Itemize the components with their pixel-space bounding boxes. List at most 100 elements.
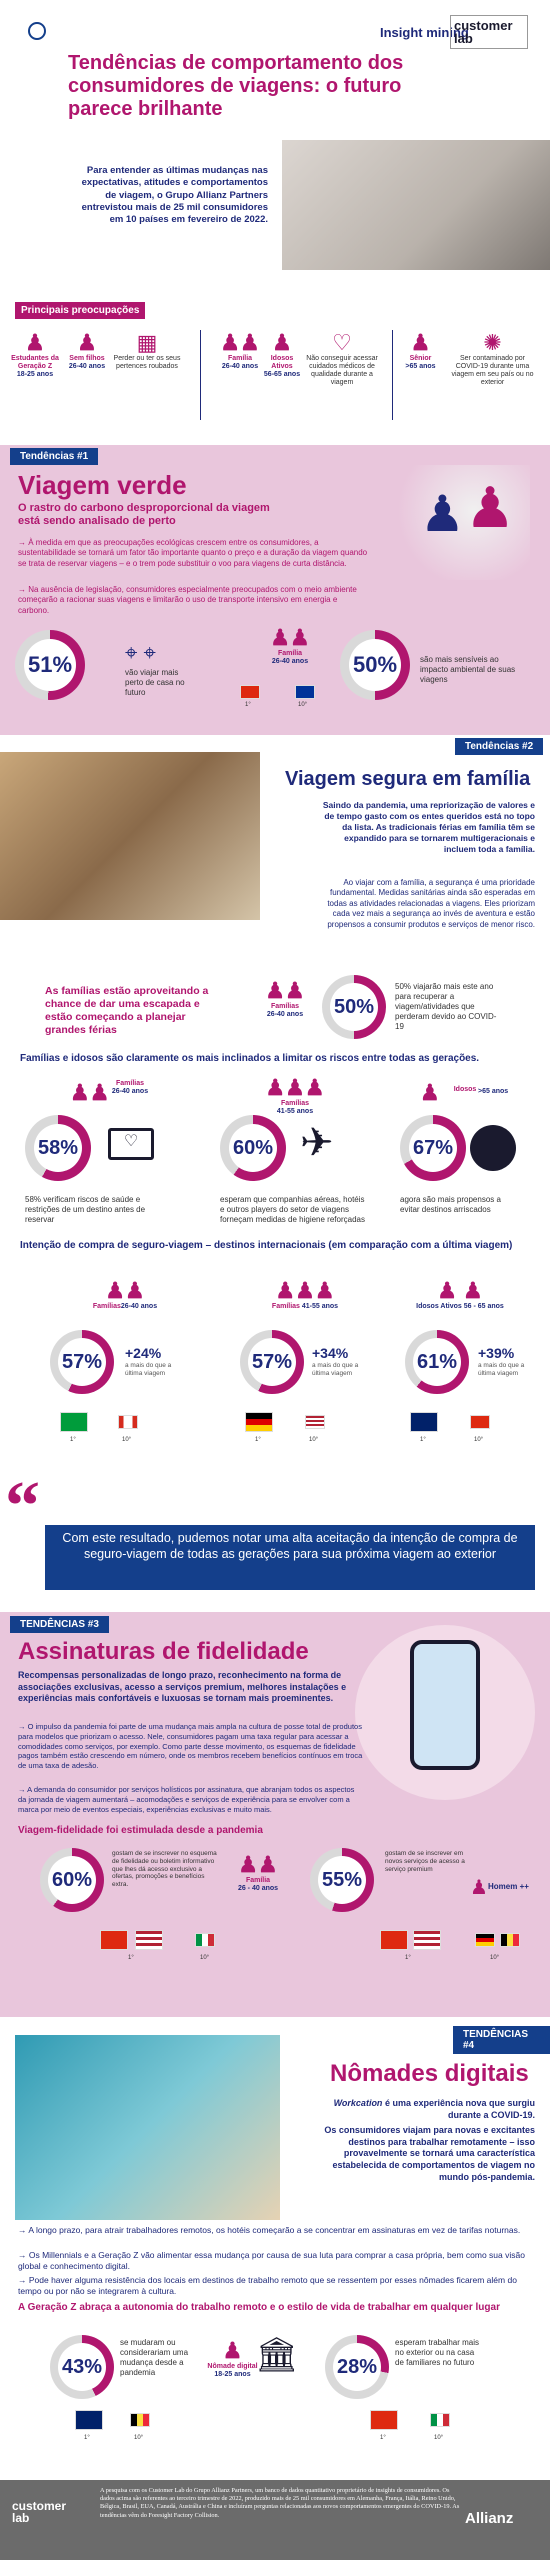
trend1-family: ♟♟ Família 26-40 anos <box>270 625 310 666</box>
trend4-paragraph-2: Os consumidores viajam para novas e exci… <box>324 2125 535 2182</box>
concerns-label: Principais preocupações <box>15 302 146 319</box>
flag-belgium <box>130 2413 150 2427</box>
flag-usa <box>413 1930 441 1950</box>
stat-ring: 61% <box>405 1330 469 1394</box>
flag-eu <box>295 685 315 699</box>
trend1-lead: O rastro do carbono desproporcional da v… <box>18 502 270 528</box>
globe-icon <box>470 1125 516 1171</box>
stat-text: gostam de se inscrever em novos serviços… <box>385 1850 465 1873</box>
city-landmarks-icon: 🏛 <box>255 2336 299 2374</box>
location-icon: ⌖ ⌖ <box>125 640 156 665</box>
family-icon: ♟♟ <box>70 1080 110 1105</box>
airport-icon: ✈ <box>300 1121 334 1165</box>
rank-10: 10° <box>298 702 308 708</box>
men-label: Homem ++ <box>488 1882 529 1891</box>
flag-italy <box>195 1933 215 1947</box>
trend4-nomad: ♟ Nômade digital 18-25 anos <box>207 2338 258 2379</box>
flag-brazil <box>60 1412 88 1432</box>
stat-ring: 55% <box>310 1848 374 1912</box>
page-title: Tendências de comportamento dos consumid… <box>68 52 404 120</box>
flag-canada <box>118 1415 138 1429</box>
phone-illustration <box>355 1625 535 1800</box>
stat-ring: 50% <box>340 630 410 700</box>
delta-note: a mais do que a última viagem <box>312 1362 359 1377</box>
delta: +39% <box>478 1345 515 1361</box>
trend1-title: Viagem verde <box>18 470 187 500</box>
stat-ring: 51% <box>15 630 85 700</box>
trend3-family: ♟♟ Família 26 - 40 anos <box>237 1852 279 1893</box>
trend3-paragraph-1: → O impulso da pandemia foi parte de uma… <box>18 1722 363 1770</box>
stat-text: esperam que companhias aéreas, hotéis e … <box>220 1195 365 1224</box>
ring-hole <box>330 983 378 1031</box>
person-icon: ♟ <box>77 330 97 355</box>
trend3-title: Assinaturas de fidelidade <box>18 1638 309 1665</box>
rank-10: 10° <box>200 1955 210 1961</box>
trend4-nomad-photo <box>15 2035 280 2220</box>
rank-10: 10° <box>122 1437 132 1443</box>
trend3-paragraph-2: → A demanda do consumidor por serviços h… <box>18 1785 355 1814</box>
person-icon: ♟ <box>222 2338 243 2363</box>
trend4-bullet-2: → Os Millennials e a Geração Z vão alime… <box>18 2250 525 2272</box>
flag-usa <box>135 1930 163 1950</box>
g1-label: ♟♟ Famílias 26-40 anos <box>70 1080 149 1105</box>
allianz-logo-icon <box>28 22 46 40</box>
brand-insight-mining: Insight mining <box>380 25 469 40</box>
family-icon: ♟♟ <box>238 1852 278 1877</box>
concern-family: ♟♟ Família 26-40 anos <box>220 330 260 371</box>
customer-lab-logo: customer lab <box>450 15 528 49</box>
trend4-tag: TENDÊNCIAS #4 <box>453 2026 550 2054</box>
flag-china <box>100 1930 128 1950</box>
limit-title: Famílias e idosos são claramente os mais… <box>20 1053 480 1064</box>
stat-ring: 58% <box>25 1115 91 1181</box>
flag-germany <box>475 1933 495 1947</box>
trend1-hikers-image: ♟ ♟ <box>390 465 530 580</box>
trend2-lead: As famílias estão aproveitando a chance … <box>45 985 209 1037</box>
stat-text: esperam trabalhar mais no exterior ou na… <box>395 2338 480 2367</box>
delta-note: a mais do que a última viagem <box>125 1362 172 1377</box>
rank-10: 10° <box>490 1955 500 1961</box>
rank-1: 1° <box>128 1955 134 1961</box>
rank-1: 1° <box>380 2435 386 2441</box>
workcation-text: Workcation <box>333 2098 383 2108</box>
flag-china <box>240 685 260 699</box>
person-cane-icon: ♟ <box>410 330 431 355</box>
stat-ring: 60% <box>40 1848 104 1912</box>
stat-ring: 57% <box>240 1330 304 1394</box>
g2-label: ♟♟♟ Famílias 41-55 anos <box>265 1075 325 1116</box>
man-icon: ♟ <box>470 1877 488 1899</box>
concern-covid: ✺ Ser contaminado por COVID-19 durante um… <box>451 330 534 387</box>
footer-text: A pesquisa com os Customer Lab do Grupo … <box>100 2487 460 2519</box>
trend4-bullet-1: → A longo prazo, para atrair trabalhador… <box>18 2225 521 2235</box>
family-icon: ♟♟ <box>270 625 310 650</box>
stat-text: 50% viajarão mais este ano para recupera… <box>395 982 497 1031</box>
concern-no-kids: ♟ Sem filhos 26-40 anos <box>68 330 106 371</box>
footer <box>0 2480 550 2560</box>
ring-hole <box>248 1338 296 1386</box>
quote-text: Com este resultado, pudemos notar uma al… <box>62 1531 518 1562</box>
stat-ring: 67% <box>400 1115 466 1181</box>
person-icon: ♟ <box>25 330 45 355</box>
hero-image-laptop <box>282 140 550 270</box>
family-icon: ♟♟♟ <box>275 1278 335 1303</box>
quote-box <box>45 1525 535 1590</box>
divider <box>392 330 393 420</box>
trend1-paragraph-2: → Na ausência de legislação, consumidore… <box>18 585 357 615</box>
footer-allianz-logo: Allianz <box>465 2510 514 2527</box>
ins-2-label: ♟♟♟ Famílias 41-55 anos <box>271 1278 339 1311</box>
stat-ring: 60% <box>220 1115 286 1181</box>
person-icon: ♟ <box>420 1080 440 1105</box>
trend3-tag: TENDÊNCIAS #3 <box>10 1616 109 1633</box>
insurance-title: Intenção de compra de seguro-viagem – de… <box>20 1240 513 1251</box>
ins-1-label: ♟♟ Famílias26-40 anos <box>92 1278 158 1311</box>
delta: +34% <box>312 1345 349 1361</box>
intro-text: Para entender as últimas mudanças nas ex… <box>81 165 268 226</box>
trend2-paragraph-2: Ao viajar com a família, a segurança é u… <box>327 878 535 929</box>
flag-germany <box>245 1412 273 1432</box>
ring-hole <box>318 1856 366 1904</box>
map-icon: ▦ <box>136 330 158 355</box>
trend4-title: Nômades digitais <box>330 2060 529 2087</box>
stat-text: gostam de se inscrever no esquema de fid… <box>112 1850 217 1889</box>
ring-hole <box>34 1124 82 1172</box>
rank-10: 10° <box>134 2435 144 2441</box>
rank-1: 1° <box>245 702 251 708</box>
